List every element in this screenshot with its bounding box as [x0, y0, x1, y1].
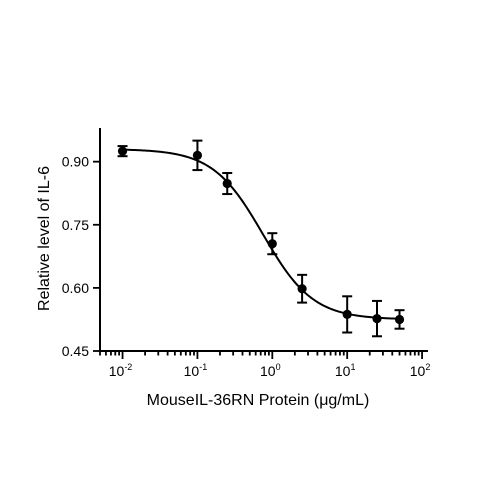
- data-point-group: [192, 139, 203, 172]
- x-tick-label: 10-1: [184, 362, 208, 379]
- data-point: [297, 284, 307, 294]
- data-point: [192, 150, 203, 160]
- data-point-group: [117, 145, 128, 158]
- data-point-group: [267, 232, 278, 256]
- y-ticks: 0.45 0.60 0.75 0.90: [62, 154, 100, 359]
- y-tick-label: 0.90: [62, 154, 89, 170]
- data-point-group: [297, 273, 308, 304]
- x-axis-title: MouseIL-36RN Protein (μg/mL): [147, 392, 370, 409]
- fit-curve: [122, 148, 400, 320]
- data-point: [267, 239, 277, 249]
- data-point: [372, 314, 382, 324]
- y-tick-label: 0.60: [62, 280, 89, 296]
- data-point: [394, 314, 405, 325]
- data-point-group: [371, 299, 382, 338]
- x-tick-label: 101: [335, 362, 356, 379]
- data-point-group: [394, 309, 405, 330]
- x-tick-label: 102: [410, 362, 431, 379]
- axes: [99, 128, 428, 352]
- y-axis-title: Relative level of IL-6: [36, 166, 53, 311]
- data-point: [342, 309, 352, 319]
- data-point: [117, 146, 128, 156]
- x-ticks: 10-2 10-1 100 101 102: [99, 351, 431, 379]
- data-point-group: [222, 172, 233, 196]
- data-point-group: [342, 295, 353, 334]
- data-point: [222, 178, 232, 189]
- x-tick-label: 100: [260, 362, 281, 379]
- x-tick-label: 10-2: [109, 362, 133, 379]
- y-tick-label: 0.45: [62, 343, 89, 359]
- data-points: [117, 139, 405, 338]
- y-tick-label: 0.75: [62, 217, 89, 233]
